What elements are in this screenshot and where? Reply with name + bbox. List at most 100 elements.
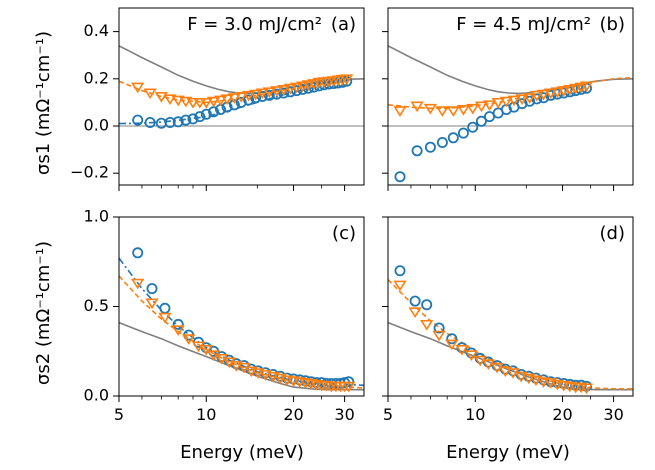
panel-tag: (a) xyxy=(331,14,356,35)
data-point-triangle xyxy=(423,103,438,115)
data-point-triangle xyxy=(499,96,513,108)
x-tick-label: 20 xyxy=(283,405,303,424)
data-point-triangle xyxy=(234,92,248,103)
data-point-triangle xyxy=(522,93,537,104)
data-point-circle xyxy=(394,171,406,183)
data-point-circle xyxy=(433,322,445,334)
data-point-circle xyxy=(271,88,283,100)
data-point-triangle xyxy=(262,87,276,98)
data-point-triangle xyxy=(466,103,480,115)
data-point-triangle xyxy=(158,312,172,324)
data-point-circle xyxy=(447,132,459,144)
plot-frame xyxy=(118,7,365,186)
data-point-circle xyxy=(457,127,469,139)
fit-line-triangle xyxy=(388,76,633,110)
data-point-circle xyxy=(132,114,144,126)
panel-b: (b) F = 4.5 mJ/cm² xyxy=(382,7,634,191)
data-point-triangle xyxy=(456,105,471,116)
data-point-triangle xyxy=(213,95,228,107)
data-point-circle xyxy=(146,283,158,295)
data-point-triangle xyxy=(530,90,544,102)
data-point-triangle xyxy=(498,366,513,378)
data-point-triangle xyxy=(435,106,450,117)
data-point-triangle xyxy=(544,88,558,100)
y-tick-label: 0.4 xyxy=(84,21,109,40)
data-point-triangle xyxy=(290,82,304,94)
panel-title: F = 4.5 mJ/cm² xyxy=(456,14,591,35)
data-point-triangle xyxy=(277,84,291,96)
data-point-triangle xyxy=(283,83,297,95)
x-tick-label: 5 xyxy=(114,405,124,424)
data-point-triangle xyxy=(206,96,221,108)
data-point-triangle xyxy=(154,92,169,103)
data-point-circle xyxy=(144,117,156,129)
fit-line-circle xyxy=(119,257,364,387)
data-point-circle xyxy=(243,94,255,106)
data-point-circle xyxy=(516,98,528,110)
theory-line xyxy=(119,45,364,95)
data-point-triangle xyxy=(529,375,543,387)
theory-line xyxy=(388,45,633,95)
y-tick-label: −0.2 xyxy=(70,163,109,182)
data-point-triangle xyxy=(199,97,213,109)
plot-area xyxy=(388,265,633,395)
data-point-triangle xyxy=(507,95,521,107)
x-axis-title-right: Energy (meV) xyxy=(446,442,570,463)
panel-tag: (c) xyxy=(332,223,356,244)
data-point-circle xyxy=(132,247,144,259)
data-point-triangle xyxy=(569,83,583,95)
data-point-circle xyxy=(446,333,458,345)
plot-area xyxy=(119,45,364,129)
data-point-triangle xyxy=(393,280,407,292)
data-point-triangle xyxy=(229,361,244,372)
data-point-triangle xyxy=(193,97,207,109)
data-point-circle xyxy=(394,265,406,277)
data-point-triangle xyxy=(131,82,145,94)
panel-d: 5 10 20 30 (d) xyxy=(382,216,634,424)
panel-c: 5 10 20 30 0.0 0.5 1.0 (c) xyxy=(84,207,365,424)
y-tick-label: 1.0 xyxy=(84,207,109,226)
data-point-circle xyxy=(187,113,199,125)
data-point-triangle xyxy=(182,334,196,345)
data-point-triangle xyxy=(408,307,422,319)
y-axis-title-top: σs1 (mΩ⁻¹cm⁻¹) xyxy=(33,31,54,175)
data-point-circle xyxy=(164,117,176,129)
data-point-triangle xyxy=(536,89,551,101)
data-point-circle xyxy=(228,99,240,111)
y-tick-label: 0.2 xyxy=(84,68,109,87)
panels-layer: −0.2 0.0 0.2 0.4 (a) F = 3.0 mJ/cm² (b) F = 4.5… xyxy=(70,7,634,424)
plot-frame xyxy=(387,7,634,186)
data-point-triangle xyxy=(255,88,269,100)
data-point-triangle xyxy=(227,93,242,104)
data-point-circle xyxy=(263,89,275,101)
data-point-triangle xyxy=(579,81,594,93)
data-point-circle xyxy=(159,302,171,314)
data-point-circle xyxy=(467,121,479,133)
x-tick-label: 10 xyxy=(465,405,485,424)
data-point-triangle xyxy=(258,370,273,381)
data-point-circle xyxy=(194,111,206,123)
x-tick-label: 5 xyxy=(383,405,393,424)
plot-area xyxy=(119,247,364,393)
data-point-circle xyxy=(343,376,355,388)
data-point-triangle xyxy=(179,96,193,108)
data-point-triangle xyxy=(163,94,177,106)
data-point-triangle xyxy=(241,90,256,102)
data-point-circle xyxy=(172,116,184,128)
panel-tag: (d) xyxy=(600,223,625,244)
data-point-circle xyxy=(180,114,192,126)
data-point-triangle xyxy=(393,106,407,117)
data-point-triangle xyxy=(131,278,145,290)
data-point-circle xyxy=(409,295,421,307)
data-point-triangle xyxy=(482,100,497,111)
data-point-triangle xyxy=(563,84,577,96)
data-point-triangle xyxy=(199,345,213,356)
data-point-triangle xyxy=(342,381,356,393)
data-point-triangle xyxy=(340,74,354,85)
x-tick-label: 10 xyxy=(196,405,216,424)
data-point-triangle xyxy=(579,383,594,395)
data-point-circle xyxy=(524,95,536,107)
data-point-triangle xyxy=(536,377,551,388)
data-point-triangle xyxy=(143,88,157,100)
